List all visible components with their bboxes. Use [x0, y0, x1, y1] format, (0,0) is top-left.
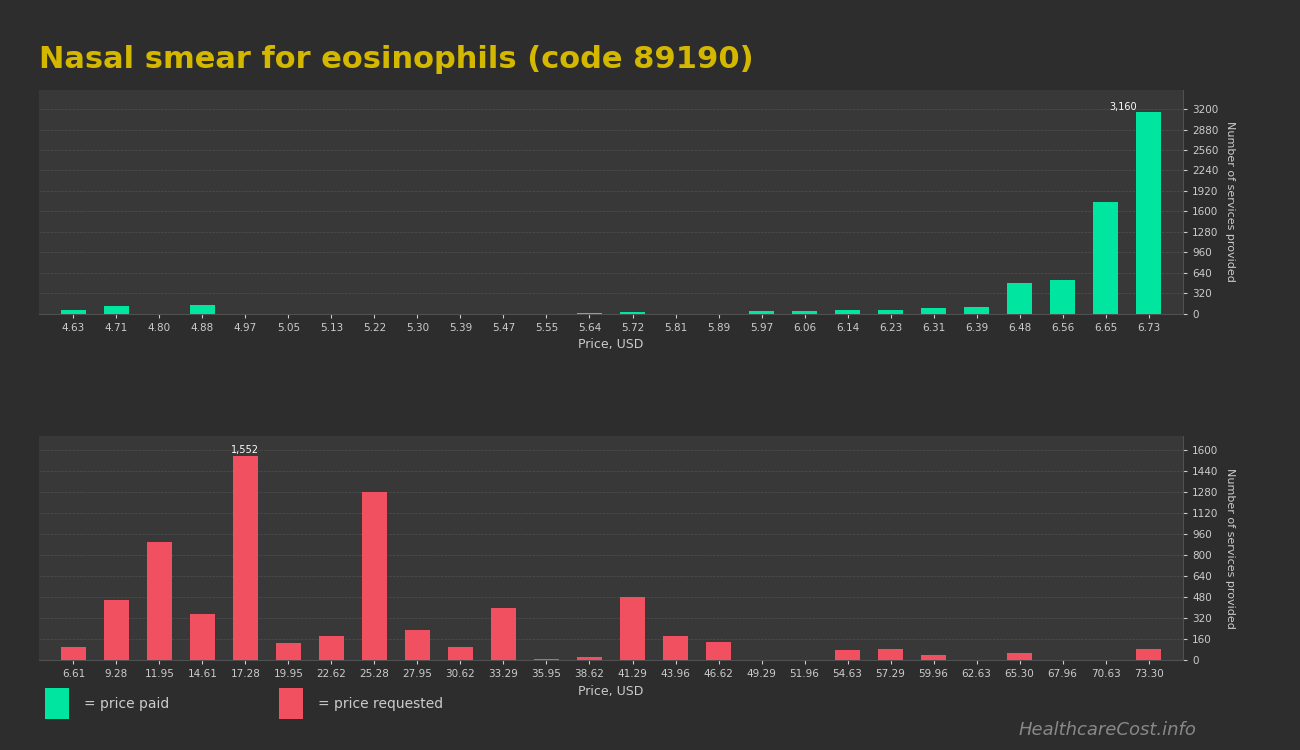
Bar: [920, 308, 946, 314]
Bar: [878, 310, 904, 314]
Bar: [577, 313, 602, 314]
Bar: [190, 305, 216, 314]
Bar: [104, 599, 129, 660]
Bar: [835, 310, 861, 314]
Bar: [361, 492, 387, 660]
Bar: [1136, 650, 1161, 660]
X-axis label: Price, USD: Price, USD: [578, 338, 644, 351]
Bar: [835, 650, 861, 660]
Bar: [963, 307, 989, 314]
X-axis label: Price, USD: Price, USD: [578, 685, 644, 698]
Y-axis label: Number of services provided: Number of services provided: [1225, 468, 1235, 628]
Bar: [620, 313, 645, 314]
Bar: [190, 614, 216, 660]
Bar: [1006, 283, 1032, 314]
Bar: [878, 650, 904, 660]
Bar: [1006, 652, 1032, 660]
Text: = price requested: = price requested: [318, 697, 443, 711]
Bar: [792, 310, 818, 314]
Bar: [1136, 112, 1161, 314]
Bar: [490, 608, 516, 660]
Bar: [533, 658, 559, 660]
Text: 3,160: 3,160: [1109, 102, 1136, 112]
Text: = price paid: = price paid: [84, 697, 170, 711]
Bar: [276, 643, 302, 660]
Bar: [663, 636, 689, 660]
Y-axis label: Number of services provided: Number of services provided: [1225, 122, 1235, 282]
Bar: [1093, 202, 1118, 314]
Bar: [147, 542, 173, 660]
Bar: [318, 636, 344, 660]
Bar: [233, 456, 259, 660]
Bar: [404, 630, 430, 660]
Bar: [920, 655, 946, 660]
Bar: [447, 646, 473, 660]
Bar: [1049, 280, 1075, 314]
Bar: [61, 310, 86, 314]
Bar: [577, 657, 602, 660]
Text: 1,552: 1,552: [231, 446, 260, 455]
Bar: [104, 306, 129, 314]
Bar: [706, 641, 732, 660]
Bar: [620, 597, 645, 660]
Text: Nasal smear for eosinophils (code 89190): Nasal smear for eosinophils (code 89190): [39, 45, 754, 74]
Text: HealthcareCost.info: HealthcareCost.info: [1018, 721, 1196, 739]
Bar: [749, 311, 775, 314]
Bar: [61, 646, 86, 660]
